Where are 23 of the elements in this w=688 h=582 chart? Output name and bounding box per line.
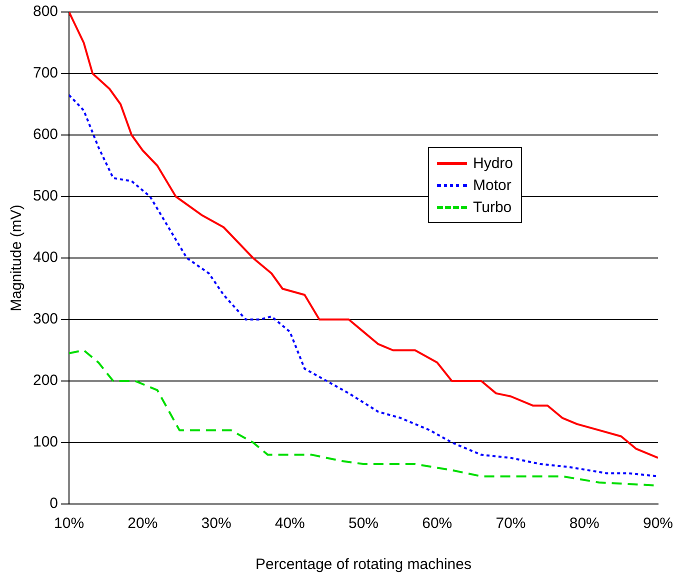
x-tick-label: 40% [274, 515, 305, 532]
y-tick-label: 400 [32, 249, 58, 266]
y-tick-label: 500 [32, 188, 58, 205]
y-tick-label: 0 [50, 495, 58, 512]
legend-label: Turbo [473, 198, 512, 216]
x-tick-label: 80% [569, 515, 600, 532]
x-tick-label: 50% [348, 515, 379, 532]
y-tick-label: 200 [32, 372, 58, 390]
legend-label: Motor [473, 176, 512, 194]
y-tick-label: 600 [32, 126, 58, 144]
y-tick-label: 100 [32, 434, 58, 451]
x-tick-label: 10% [54, 515, 84, 532]
y-axis-title: Magnitude (mV) [8, 204, 26, 312]
legend-label: Hydro [473, 154, 514, 172]
x-tick-label: 30% [201, 515, 232, 532]
x-tick-label: 20% [128, 515, 158, 532]
x-tick-label: 90% [642, 515, 674, 532]
y-tick-label: 800 [32, 3, 58, 20]
x-tick-label: 60% [422, 515, 452, 532]
x-axis-title: Percentage of rotating machines [256, 556, 472, 574]
y-tick-label: 700 [32, 64, 58, 82]
x-tick-label: 70% [496, 515, 526, 532]
y-tick-label: 300 [32, 310, 58, 328]
